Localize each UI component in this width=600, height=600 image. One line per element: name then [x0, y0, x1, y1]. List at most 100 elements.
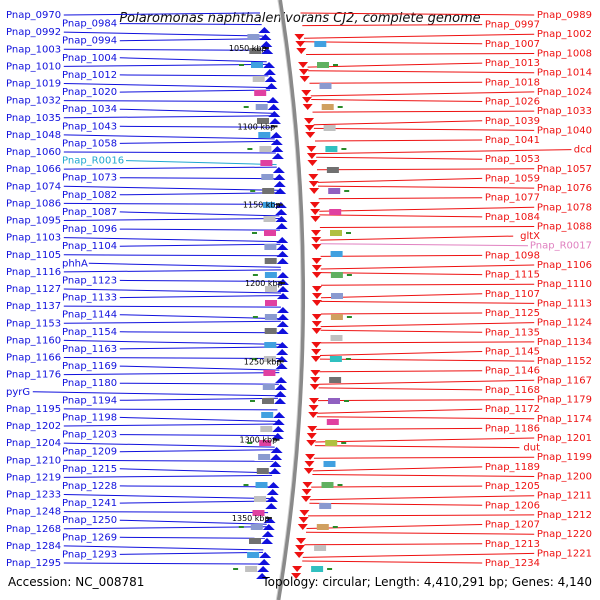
leader-line — [63, 185, 279, 191]
forward-tick-mark — [252, 316, 258, 318]
leader-line — [320, 243, 529, 247]
forward-gene-arrow — [276, 258, 289, 264]
gene-label: Pnap_1228 — [62, 481, 117, 492]
gene-label: Pnap_1207 — [485, 520, 540, 531]
leader-line — [316, 416, 535, 420]
leader-line — [63, 288, 282, 294]
gene-label: Pnap_1241 — [62, 498, 117, 509]
forward-cog-box — [264, 258, 277, 264]
leader-line — [320, 312, 483, 315]
forward-cog-box — [263, 370, 276, 376]
gene-label: Pnap_1010 — [6, 61, 61, 72]
leader-line — [63, 237, 281, 243]
leader-line — [119, 243, 281, 247]
leader-line — [63, 442, 275, 448]
reverse-cog-box — [326, 419, 339, 425]
leader-line — [309, 81, 483, 84]
forward-gene-arrow — [273, 181, 286, 187]
scale-label: 1350 kbp — [232, 514, 270, 523]
scale-tick — [279, 282, 285, 284]
reverse-gene-arrow — [298, 517, 309, 523]
gene-label: Pnap_1180 — [62, 378, 117, 389]
forward-cog-box — [254, 90, 267, 96]
reverse-gene-arrow — [310, 209, 321, 215]
gene-label: pyrG — [6, 387, 30, 398]
reverse-gene-arrow — [295, 41, 306, 47]
leader-line — [317, 399, 535, 402]
gene-label: Pnap_1146 — [485, 366, 540, 377]
genome-backbone — [276, 0, 305, 600]
reverse-gene-arrow — [311, 286, 322, 292]
reverse-gene-arrow — [298, 69, 309, 75]
leader-line — [308, 70, 535, 74]
leader-line — [320, 283, 535, 286]
forward-tick-mark — [252, 232, 257, 234]
gene-label: Pnap_1234 — [485, 558, 540, 569]
leader-line — [119, 108, 273, 114]
forward-gene-arrow — [258, 559, 271, 565]
gene-label: Pnap_1248 — [6, 507, 61, 518]
reverse-gene-arrow — [311, 265, 322, 271]
forward-cog-box — [265, 286, 277, 292]
gene-label: Pnap_0984 — [62, 19, 117, 30]
leader-line — [313, 120, 483, 126]
gene-label: dut — [523, 443, 540, 454]
gene-label: Pnap_1137 — [6, 301, 61, 312]
gene-label: Pnap_1233 — [6, 490, 61, 501]
reverse-cog-box — [316, 524, 329, 530]
reverse-cog-box — [329, 356, 342, 362]
gene-label: Pnap_1059 — [485, 173, 540, 184]
leader-line — [63, 545, 264, 551]
genome-backbone-highlight — [275, 0, 302, 600]
forward-cog-box — [261, 412, 274, 418]
reverse-gene-arrow — [301, 90, 312, 96]
scale-label: 1100 kbp — [238, 122, 276, 131]
forward-gene-arrow — [268, 468, 281, 474]
forward-gene-arrow — [270, 132, 283, 138]
reverse-gene-arrow — [301, 496, 312, 502]
leader-line — [63, 408, 278, 411]
forward-gene-arrow — [261, 538, 274, 544]
leader-line — [307, 62, 483, 68]
scale-label: 1050 kbp — [229, 44, 267, 53]
gene-label: Pnap_1034 — [62, 104, 117, 115]
forward-gene-arrow — [275, 377, 288, 383]
forward-tick-mark — [233, 568, 239, 570]
leader-line — [320, 329, 483, 333]
gene-label: Pnap_1200 — [537, 472, 592, 483]
forward-cog-box — [252, 76, 265, 82]
forward-gene-arrow — [261, 48, 274, 54]
gene-label: Pnap_1107 — [485, 289, 540, 300]
gene-label: Pnap_1212 — [537, 510, 592, 521]
leader-line — [119, 57, 267, 63]
leader-line — [302, 560, 483, 564]
leader-line — [309, 495, 535, 501]
gene-label: Pnap_1123 — [62, 275, 117, 286]
gene-label: phhA — [62, 258, 88, 269]
forward-cog-box — [261, 174, 274, 180]
forward-tick-mark — [239, 64, 244, 66]
forward-gene-arrow — [272, 426, 285, 432]
leader-line — [63, 100, 272, 103]
forward-tick-mark — [251, 358, 257, 360]
scale-tick — [273, 438, 280, 441]
forward-cog-box — [250, 524, 263, 530]
gene-label: Pnap_1194 — [62, 395, 117, 406]
forward-gene-arrow — [275, 223, 288, 229]
forward-gene-arrow — [276, 237, 289, 243]
reverse-cog-box — [319, 83, 332, 89]
leader-line — [63, 562, 262, 565]
leader-line — [313, 456, 535, 459]
gene-label: Pnap_1073 — [62, 173, 117, 184]
gene-label: Pnap_1209 — [62, 447, 117, 458]
gene-labels: Pnap_0970Pnap_0984Pnap_0992Pnap_0994Pnap… — [6, 10, 592, 569]
forward-gene-arrow — [270, 447, 283, 453]
reverse-gene-arrow — [309, 398, 320, 404]
gene-label: Pnap_1086 — [6, 198, 61, 209]
reverse-gene-arrow — [308, 405, 319, 411]
reverse-cog-box — [328, 188, 341, 194]
reverse-gene-arrow — [311, 342, 322, 348]
reverse-gene-arrow — [311, 272, 322, 278]
forward-gene-arrow — [274, 384, 287, 390]
